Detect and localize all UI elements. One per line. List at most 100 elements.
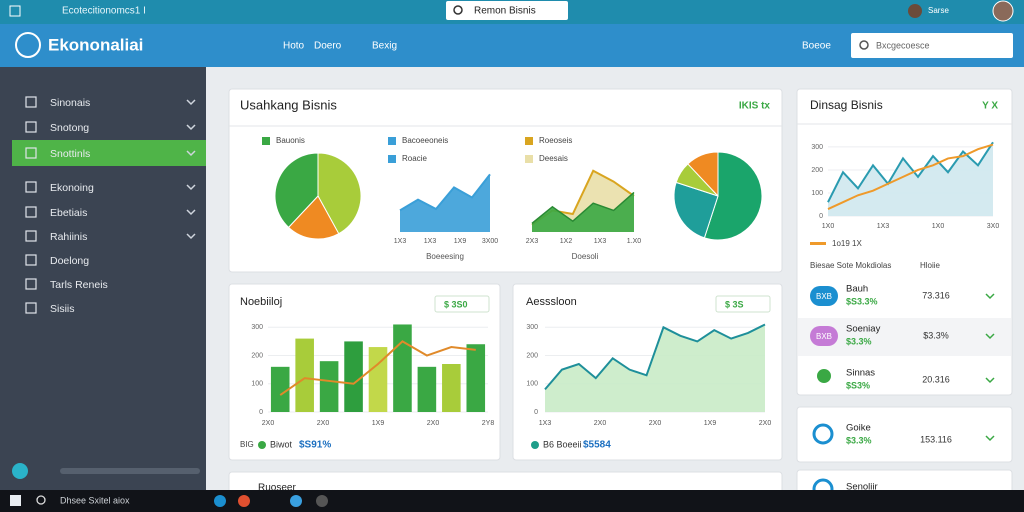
label: Y X [982, 101, 998, 112]
sidebar-item[interactable]: Doelong [50, 255, 89, 267]
legend-swatch [525, 137, 533, 145]
x-tick-label: 1X3 [539, 420, 552, 427]
chevron-icon[interactable] [186, 150, 196, 157]
chevron-icon[interactable] [985, 333, 995, 340]
toggle[interactable] [12, 463, 28, 479]
nav-link[interactable]: Doero [314, 41, 342, 52]
label: Ekononaliai [48, 35, 143, 54]
legend-swatch [810, 242, 826, 245]
legend-swatch [262, 137, 270, 145]
sidebar-item[interactable]: Ekonoing [50, 182, 94, 194]
profile [992, 0, 1014, 22]
label: $S91% [299, 440, 331, 451]
taskbar-app[interactable] [316, 495, 328, 507]
label: $3.3% [923, 330, 949, 340]
label: Remon Bisnis [474, 6, 536, 17]
badge [715, 295, 771, 313]
sidebar-item[interactable]: Snottinls [50, 148, 90, 160]
chevron-icon[interactable] [186, 233, 196, 240]
label: B6 Boeeii [543, 439, 582, 449]
sidebar-item[interactable]: Sisiis [50, 303, 75, 315]
card [796, 406, 1013, 463]
line [279, 340, 476, 396]
label: Dinsag Bisnis [810, 98, 883, 112]
chevron-icon[interactable] [985, 293, 995, 300]
bar [417, 366, 437, 412]
label: Roacie [402, 154, 427, 163]
chevron-icon[interactable] [186, 99, 196, 106]
avatar [908, 4, 922, 18]
header-action[interactable]: Boeoe [802, 41, 831, 52]
chevron-icon[interactable] [985, 435, 995, 442]
label: 153.116 [920, 434, 952, 444]
y-tick-label: 0 [534, 409, 538, 416]
y-tick-label: 100 [526, 381, 538, 388]
label: Soeniay [846, 324, 881, 335]
x-tick-label: 1X0 [932, 223, 945, 230]
y-tick-label: 100 [811, 190, 823, 197]
x-tick-label: 2X0 [317, 420, 330, 427]
sidebar-icon [25, 278, 37, 290]
label: BXB [816, 292, 832, 301]
y-tick-label: 200 [526, 352, 538, 359]
chevron-icon[interactable] [186, 184, 196, 191]
search-icon [859, 40, 869, 50]
header-search[interactable] [851, 33, 1013, 58]
sidebar-item[interactable]: Tarls Reneis [50, 279, 108, 291]
logo-icon [15, 32, 41, 58]
label: Bauh [846, 284, 868, 295]
label: 1o19 1X [832, 239, 862, 248]
label: $3.3% [846, 336, 872, 346]
line [827, 141, 994, 203]
label: Biwot [270, 439, 293, 449]
top-search[interactable] [446, 1, 568, 20]
label: Biesae Sote Mokdiolas [810, 261, 891, 270]
label: 73.316 [922, 290, 950, 300]
y-tick-label: 100 [251, 381, 263, 388]
sidebar-item[interactable]: Ebetiais [50, 207, 87, 219]
legend-swatch [525, 155, 533, 163]
legend-dot [258, 441, 266, 449]
y-tick-label: 300 [526, 324, 538, 331]
x-tick-label: 3X0 [987, 223, 1000, 230]
x-tick-label: 2X3 [526, 238, 539, 245]
bar [393, 324, 412, 412]
x-tick-label: 1X0 [822, 223, 835, 230]
bar [344, 341, 363, 412]
y-tick-label: 300 [251, 324, 263, 331]
label: IKIS tx [739, 101, 771, 112]
label: Goike [846, 423, 871, 434]
start-icon[interactable] [10, 495, 21, 506]
nav-link[interactable]: Bexig [372, 41, 397, 52]
sidebar-item[interactable]: Sinonais [50, 97, 90, 109]
label: 20.316 [922, 374, 950, 384]
nav-link[interactable]: Hoto [283, 41, 305, 52]
label: BXB [816, 332, 832, 341]
pie-slice [673, 181, 719, 239]
taskbar-app[interactable] [238, 495, 250, 507]
chevron-icon[interactable] [186, 124, 196, 131]
bar [368, 347, 388, 412]
label: Ecotecitionomcs1 I [62, 6, 146, 17]
sidebar-icon [25, 121, 37, 133]
y-tick-label: 200 [811, 167, 823, 174]
card [228, 283, 501, 461]
x-tick-label: 2X0 [594, 420, 607, 427]
bar [270, 366, 290, 412]
legend-swatch [388, 155, 396, 163]
chevron-icon[interactable] [985, 377, 995, 384]
taskbar-app[interactable] [214, 495, 226, 507]
x-tick-label: 1X3 [394, 238, 407, 245]
label: Dhsee Sxitel aiox [60, 495, 130, 505]
sidebar-item[interactable]: Snotong [50, 122, 89, 134]
chevron-icon[interactable] [186, 209, 196, 216]
x-tick-label: 1X3 [594, 238, 607, 245]
y-tick-label: 0 [819, 213, 823, 220]
sidebar-item[interactable]: Rahiinis [50, 231, 87, 243]
x-tick-label: 1X3 [424, 238, 437, 245]
taskbar-app[interactable] [290, 495, 302, 507]
x-tick-label: 2X0 [427, 420, 440, 427]
label: Usahkang Bisnis [240, 97, 337, 112]
pie-slice [687, 151, 719, 198]
sidebar-icon [25, 181, 37, 193]
